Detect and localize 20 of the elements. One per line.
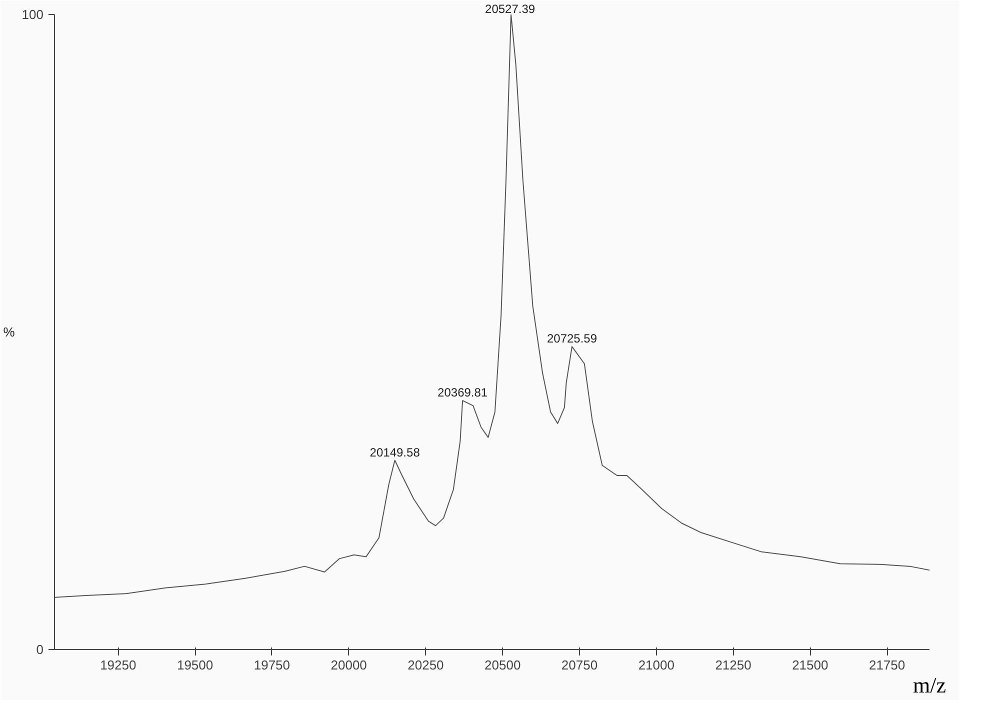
annotation: 20149.58 [370,445,420,460]
y-axis-title: % [3,324,16,340]
line-series [54,14,930,598]
annotation: 20527.39 [485,2,536,16]
x-axis-title: m/z [913,672,946,698]
y-tick-label: 100 [22,7,44,22]
x-tick-label: 19250 [100,658,136,672]
annotation: 20725.59 [546,332,598,346]
x-tick-label: 19500 [176,658,214,672]
x-tick-label: 20000 [330,658,367,672]
x-tick-label: 19750 [254,658,290,672]
x-tick-label: 20750 [561,658,598,672]
x-tick-label: 20250 [408,658,444,672]
x-tick-label: 21000 [638,658,674,672]
x-tick-label: 21750 [868,658,906,672]
annotation: 20369.81 [438,386,488,400]
x-tick-label: 20500 [484,658,521,672]
y-tick-label: 0 [36,642,44,657]
x-tick-label: 21250 [715,658,752,672]
x-tick-label: 21500 [792,658,828,672]
